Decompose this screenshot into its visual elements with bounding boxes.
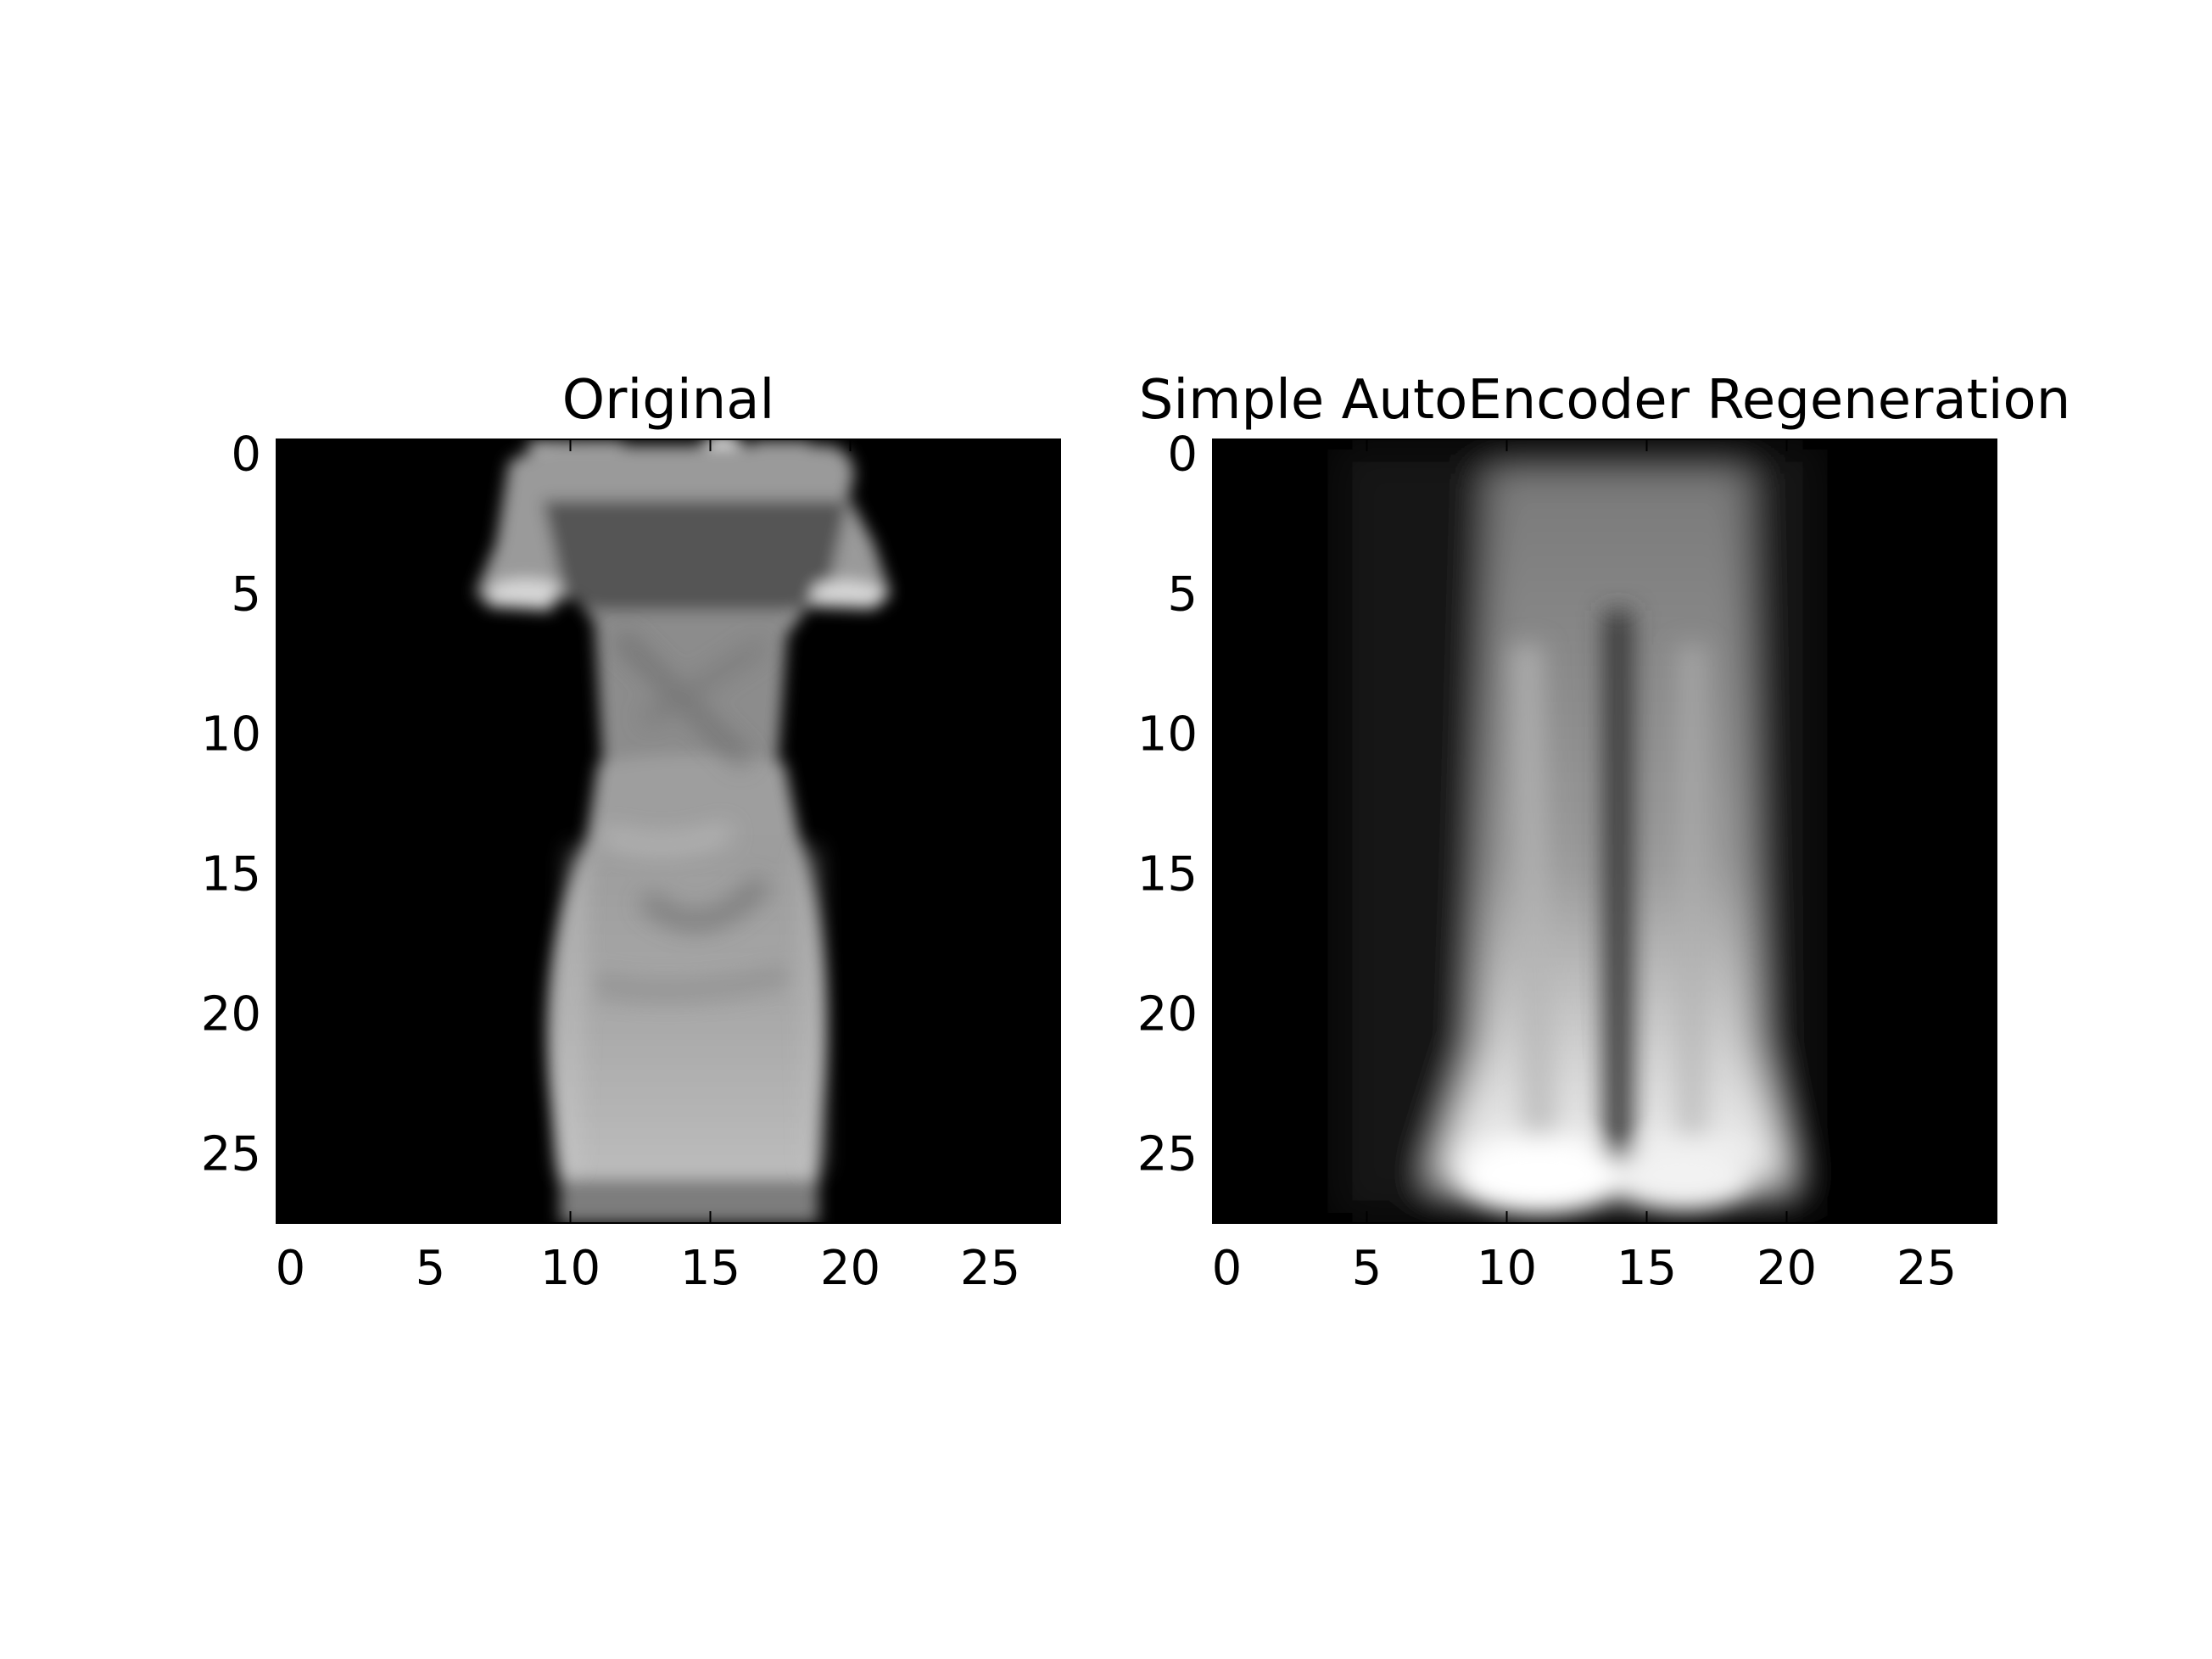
subplot-title: Original [562, 369, 774, 432]
image-original [475, 439, 891, 1223]
y-tick-label: 0 [231, 427, 261, 483]
x-tick-label: 5 [1352, 1241, 1382, 1296]
y-tick-label: 25 [1137, 1127, 1198, 1182]
x-tick-label: 5 [416, 1241, 446, 1296]
y-tick-label: 15 [1137, 847, 1198, 902]
image-regeneration [1340, 450, 1815, 1213]
x-tick-label: 25 [960, 1241, 1020, 1296]
y-tick-label: 5 [231, 567, 261, 623]
x-tick-label: 20 [1757, 1241, 1817, 1296]
subplot-regeneration: Simple AutoEncoder Regeneration [1137, 369, 2071, 1296]
y-tick-label: 20 [1137, 987, 1198, 1042]
x-ticks: 0 5 10 15 20 25 [1212, 439, 1957, 1296]
y-tick-label: 20 [201, 987, 261, 1042]
y-tick-label: 25 [201, 1127, 261, 1182]
x-tick-label: 10 [1477, 1241, 1537, 1296]
x-tick-label: 25 [1896, 1241, 1957, 1296]
y-tick-label: 15 [201, 847, 261, 902]
subplot-title: Simple AutoEncoder Regeneration [1139, 369, 2071, 432]
x-tick-label: 15 [1617, 1241, 1677, 1296]
x-tick-label: 10 [540, 1241, 600, 1296]
y-tick-label: 10 [1137, 707, 1198, 762]
subplot-original: Original [201, 369, 1061, 1296]
x-ticks: 0 5 10 15 20 25 [276, 439, 1020, 1296]
y-tick-label: 5 [1167, 567, 1198, 623]
x-tick-label: 0 [1212, 1241, 1243, 1296]
x-tick-label: 15 [680, 1241, 740, 1296]
x-tick-label: 20 [820, 1241, 880, 1296]
y-ticks: 0 5 10 15 20 25 [1137, 427, 1997, 1182]
axes-frame [1212, 438, 1997, 1224]
y-tick-label: 10 [201, 707, 261, 762]
y-ticks: 0 5 10 15 20 25 [201, 427, 1060, 1182]
axes-frame [276, 438, 1061, 1224]
y-tick-label: 0 [1167, 427, 1198, 483]
x-tick-label: 0 [276, 1241, 306, 1296]
